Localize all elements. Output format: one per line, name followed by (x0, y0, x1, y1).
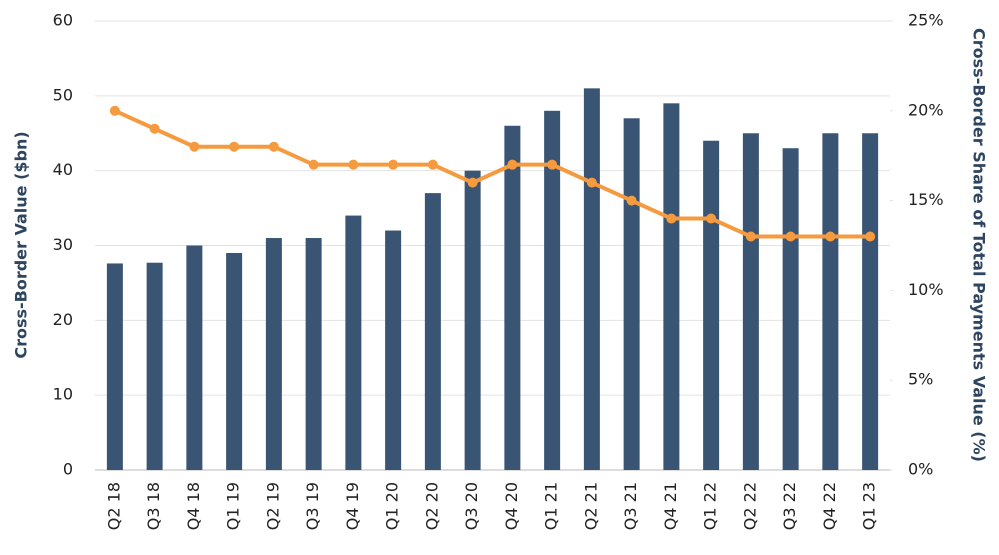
bar (583, 88, 600, 470)
x-tick-label: Q3 19 (303, 482, 322, 530)
line-point (586, 177, 597, 188)
line-point (626, 195, 637, 206)
y2-tick-label: 5% (908, 370, 933, 389)
y2-tick-label: 25% (908, 11, 944, 30)
line-point (348, 159, 359, 170)
line-point (149, 123, 160, 134)
bar (544, 110, 561, 471)
x-tick-label: Q4 19 (343, 482, 362, 530)
line-point (706, 213, 717, 224)
x-tick-label: Q2 22 (740, 482, 759, 530)
y-tick-label: 20 (53, 310, 73, 329)
bar (742, 133, 759, 470)
bar (782, 148, 799, 470)
bar (345, 215, 362, 470)
y-tick-label: 0 (63, 460, 73, 479)
line-point (229, 141, 240, 152)
line-point (865, 231, 876, 242)
x-tick-label: Q2 20 (422, 482, 441, 530)
x-tick-label: Q1 21 (542, 482, 561, 530)
line-point (467, 177, 478, 188)
line-point (745, 231, 756, 242)
x-tick-label: Q1 19 (224, 482, 243, 530)
bar (146, 262, 163, 470)
x-tick-label: Q2 18 (104, 482, 123, 530)
x-tick-label: Q4 18 (184, 482, 203, 530)
x-tick-label: Q1 23 (860, 482, 879, 530)
x-tick-label: Q3 20 (462, 482, 481, 530)
line-point (785, 231, 796, 242)
line-point (308, 159, 319, 170)
line-point (109, 105, 120, 116)
x-tick-label: Q3 18 (144, 482, 163, 530)
line-point (388, 159, 399, 170)
line-point (507, 159, 518, 170)
line-point (825, 231, 836, 242)
bar (504, 125, 521, 471)
y2-tick-label: 15% (908, 190, 944, 209)
bar (623, 118, 640, 471)
line-point (547, 159, 558, 170)
x-tick-label: Q3 22 (780, 482, 799, 530)
x-tick-label: Q2 19 (263, 482, 282, 530)
x-tick-label: Q1 22 (701, 482, 720, 530)
bar (703, 140, 720, 470)
x-tick-label: Q4 22 (820, 482, 839, 530)
y-tick-label: 50 (53, 85, 73, 104)
line (114, 108, 871, 239)
y-axis-title: Cross-Border Value ($bn) (12, 131, 31, 358)
bar (106, 263, 123, 470)
bar (265, 238, 282, 470)
x-tick-label: Q3 21 (621, 482, 640, 530)
x-tick-label: Q4 20 (502, 482, 521, 530)
line-point (427, 159, 438, 170)
line-point (189, 141, 200, 152)
y2-axis-title: Cross-Border Share of Total Payments Val… (970, 28, 989, 462)
line-point (666, 213, 677, 224)
bar (663, 103, 680, 471)
y-tick-label: 60 (53, 11, 73, 30)
bar (862, 133, 879, 470)
y2-tick-label: 10% (908, 280, 944, 299)
y-tick-label: 10 (53, 385, 73, 404)
y-tick-label: 30 (53, 235, 73, 254)
x-tick-label: Q4 21 (661, 482, 680, 530)
bar (226, 252, 243, 470)
bar (424, 193, 441, 470)
y2-tick-label: 20% (908, 100, 944, 119)
bar (464, 170, 481, 470)
x-tick-label: Q2 21 (581, 482, 600, 530)
line-point (268, 141, 279, 152)
y-tick-label: 40 (53, 160, 73, 179)
bar (305, 238, 322, 470)
bar (186, 245, 203, 470)
bar (385, 230, 402, 470)
bar (822, 133, 839, 470)
x-tick-label: Q1 20 (383, 482, 402, 530)
y2-tick-label: 0% (908, 460, 933, 479)
